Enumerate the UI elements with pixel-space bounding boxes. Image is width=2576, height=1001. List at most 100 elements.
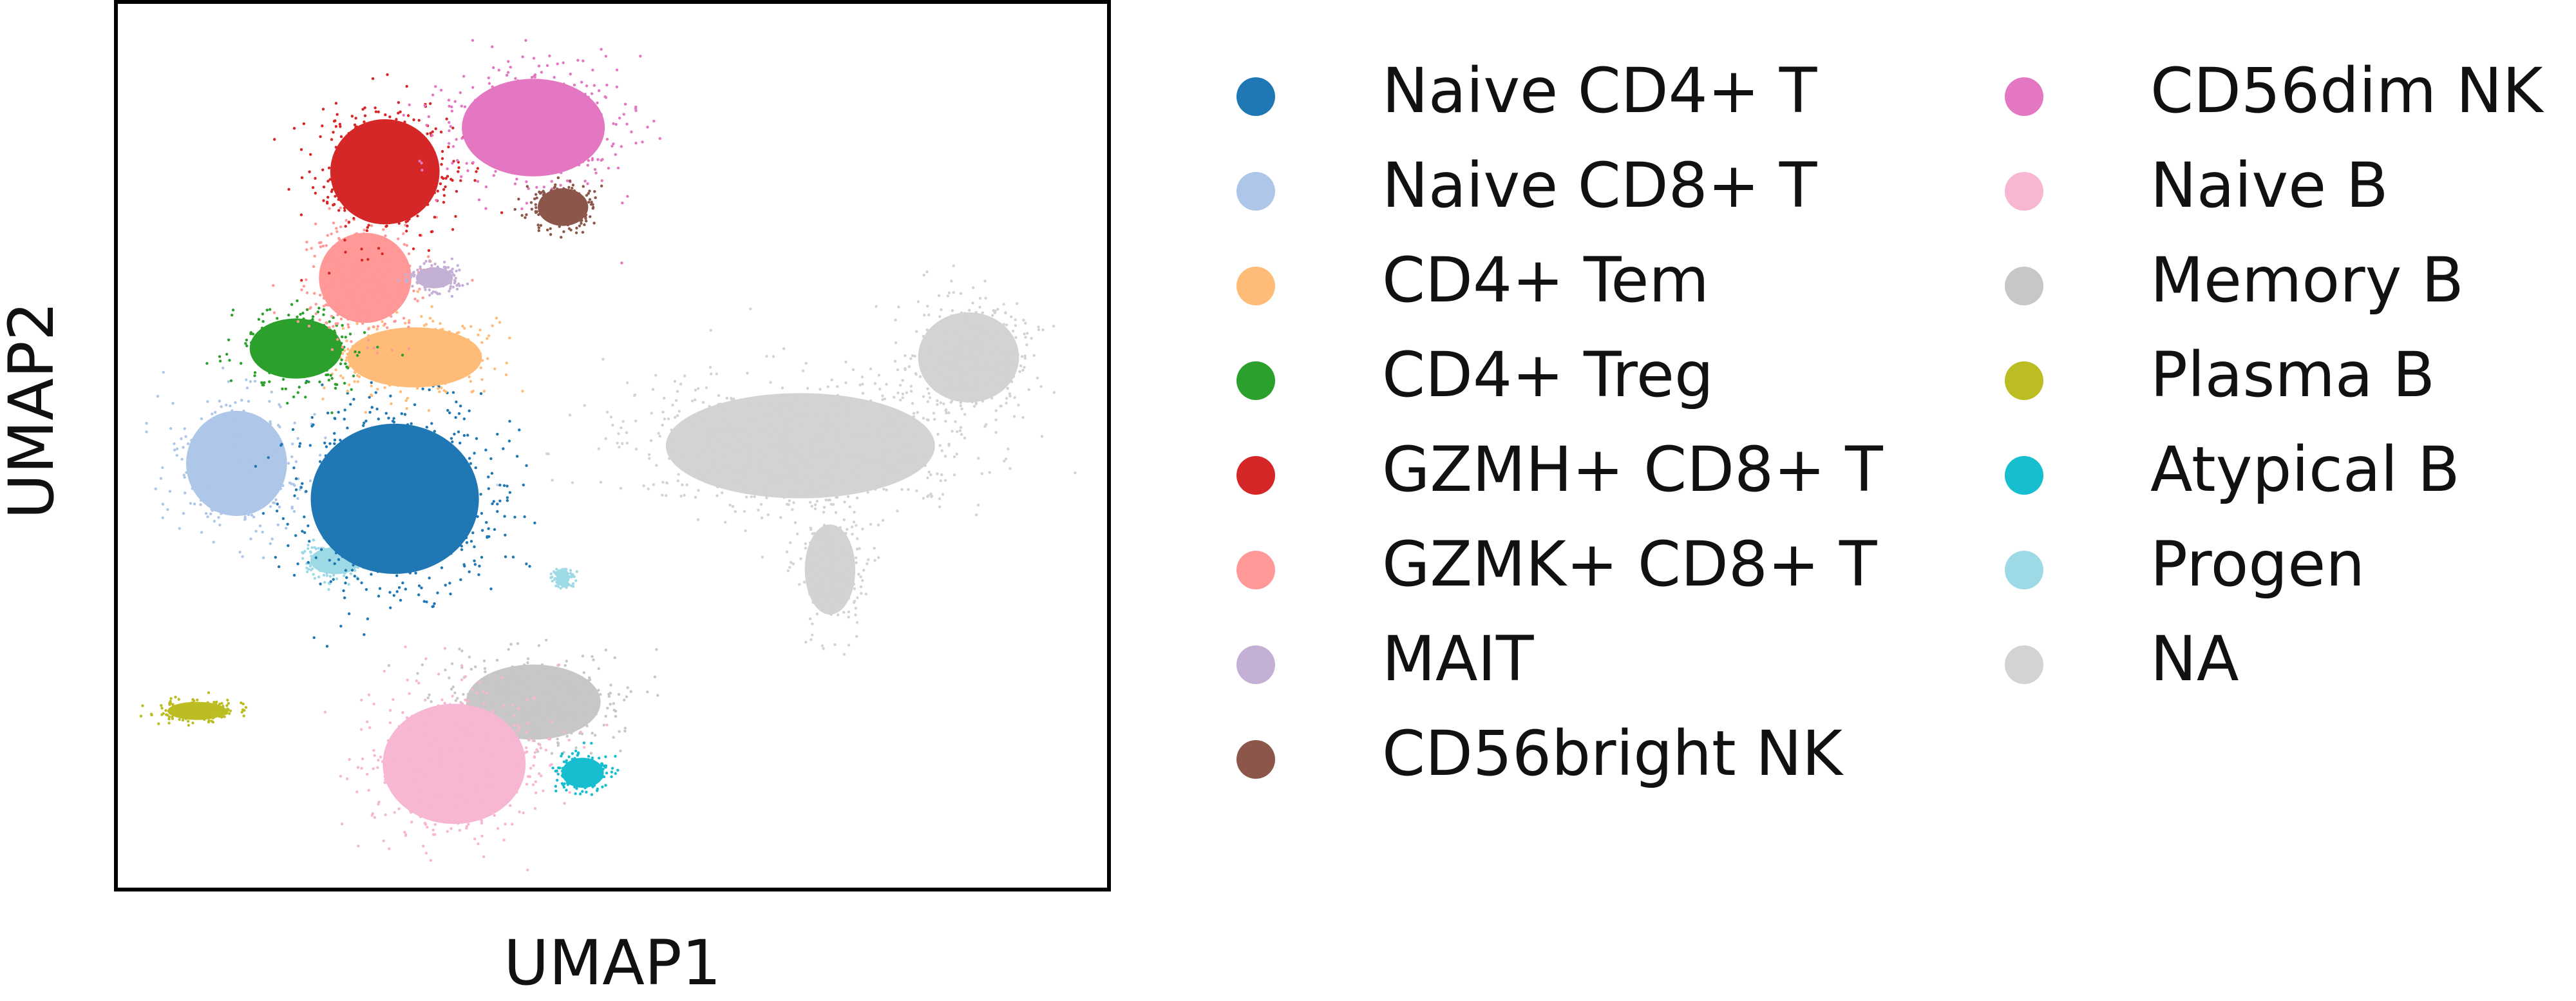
scatter-point [397, 512, 400, 516]
scatter-point [403, 497, 406, 500]
scatter-point [414, 746, 418, 749]
scatter-point [353, 575, 357, 578]
scatter-point [854, 480, 857, 484]
scatter-point [383, 341, 387, 345]
scatter-point [560, 754, 563, 758]
scatter-point [391, 489, 395, 493]
scatter-point [482, 855, 486, 859]
scatter-point [587, 755, 591, 758]
scatter-point [406, 678, 409, 682]
scatter-point [986, 385, 989, 388]
scatter-point [265, 352, 269, 356]
scatter-point [887, 462, 891, 466]
scatter-point [437, 548, 441, 552]
scatter-point [406, 542, 410, 546]
scatter-point [832, 593, 835, 596]
scatter-point [290, 363, 293, 367]
scatter-point [412, 376, 415, 380]
scatter-point [424, 516, 428, 519]
scatter-point [425, 542, 428, 546]
scatter-point [560, 712, 564, 715]
scatter-point [251, 489, 254, 492]
scatter-point [802, 434, 805, 437]
scatter-point [372, 558, 376, 561]
scatter-point [945, 350, 949, 354]
scatter-point [278, 483, 282, 487]
scatter-point [287, 462, 290, 465]
scatter-point [302, 365, 305, 368]
scatter-point [730, 399, 734, 402]
scatter-point [983, 392, 987, 396]
scatter-point [831, 608, 835, 611]
scatter-point [348, 565, 351, 569]
scatter-point [940, 308, 943, 311]
scatter-point [339, 569, 342, 572]
scatter-point [734, 453, 738, 456]
scatter-point [308, 319, 312, 323]
scatter-point [314, 222, 317, 225]
scatter-point [469, 359, 472, 363]
scatter-point [531, 726, 535, 730]
scatter-point [531, 722, 535, 725]
scatter-point [355, 367, 359, 371]
scatter-point [276, 317, 279, 320]
scatter-point [364, 411, 368, 414]
scatter-point [245, 338, 249, 342]
scatter-point [587, 773, 591, 776]
scatter-point [779, 403, 782, 406]
series-naive-cd8-t [145, 359, 378, 559]
scatter-point [208, 490, 211, 493]
scatter-point [749, 307, 752, 310]
scatter-point [853, 587, 857, 591]
scatter-point [303, 531, 307, 534]
scatter-point [565, 712, 569, 716]
scatter-point [974, 326, 977, 329]
scatter-point [926, 453, 929, 456]
scatter-point [528, 564, 531, 568]
scatter-point [784, 432, 788, 436]
scatter-point [325, 373, 328, 377]
scatter-point [285, 331, 289, 334]
scatter-point [744, 529, 747, 533]
scatter-point [239, 465, 242, 469]
scatter-point [390, 353, 393, 356]
scatter-point [951, 369, 954, 373]
scatter-point [455, 791, 458, 794]
scatter-point [1023, 356, 1027, 360]
scatter-point [343, 571, 346, 575]
scatter-point [927, 418, 930, 422]
scatter-point [907, 440, 911, 444]
scatter-point [256, 440, 260, 444]
scatter-point [305, 490, 308, 493]
scatter-point [401, 565, 404, 568]
scatter-point [199, 503, 202, 506]
scatter-point [573, 689, 576, 692]
scatter-point [426, 721, 430, 725]
scatter-point [725, 447, 728, 450]
scatter-point [836, 613, 840, 616]
scatter-point [826, 410, 829, 414]
scatter-point [365, 546, 368, 550]
scatter-point [781, 473, 784, 477]
scatter-point [980, 397, 983, 400]
scatter-point [440, 783, 444, 786]
scatter-point [591, 785, 594, 788]
scatter-point [555, 580, 558, 584]
scatter-point [811, 622, 814, 625]
scatter-point [497, 772, 500, 776]
scatter-point [215, 497, 219, 500]
scatter-point [842, 481, 845, 484]
scatter-point [821, 527, 825, 531]
scatter-point [412, 531, 415, 535]
scatter-point [777, 446, 780, 450]
scatter-point [776, 407, 779, 410]
scatter-point [250, 513, 254, 517]
scatter-point [341, 459, 345, 463]
scatter-point [940, 360, 943, 363]
scatter-point [817, 580, 821, 584]
scatter-point [974, 402, 978, 406]
scatter-point [452, 784, 456, 787]
scatter-point [333, 562, 336, 566]
scatter-point [1004, 370, 1007, 373]
scatter-point [925, 433, 929, 436]
